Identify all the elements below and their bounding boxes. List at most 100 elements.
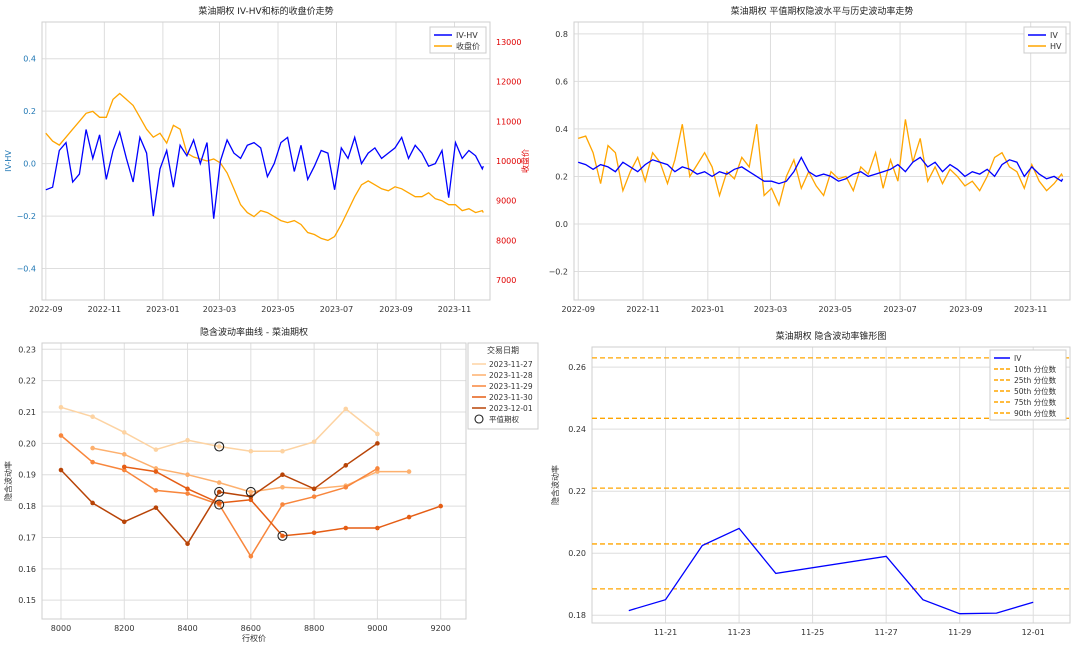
- legend-box: [989, 349, 1067, 421]
- iv-cone-svg: 11-21 11-23 11-25 11-27 11-29 12-01 0.26 0.24 0.…: [550, 330, 1071, 637]
- iv-curve-point: [248, 448, 254, 454]
- y-tick-label: 0.21: [18, 408, 36, 417]
- x-tick-label: 9000: [367, 624, 387, 633]
- iv-curve-point: [185, 472, 190, 478]
- y-right-tick-label: 13000: [496, 38, 521, 47]
- iv-curve-point: [343, 406, 349, 412]
- x-tick-label: 2023-03: [203, 305, 236, 314]
- iv-curve-point: [90, 459, 95, 465]
- y-tick-label: 0.20: [568, 549, 586, 558]
- x-tick-label: 2022-09: [29, 305, 62, 314]
- iv-curve-point: [311, 439, 317, 445]
- atm-option-marker: [214, 499, 225, 510]
- x-tick-label: 2022-09: [562, 305, 595, 314]
- chart-title: 菜油期权 平值期权隐波水平与历史波动率走势: [731, 5, 914, 17]
- x-tick-label: 11-29: [948, 628, 971, 637]
- iv-curve-point: [406, 469, 412, 474]
- legend-label: 平值期权: [489, 414, 519, 424]
- iv-curve-point: [406, 514, 412, 520]
- y-right-axis-label: 收盘价: [520, 149, 530, 173]
- iv-curve-point: [185, 491, 190, 496]
- y-tick-label: 0.18: [18, 502, 36, 511]
- y-tick-label: 0.2: [555, 172, 568, 181]
- y-tick-label: 0.18: [568, 611, 586, 620]
- x-tick-label: 2023-03: [754, 305, 787, 314]
- y-right-tick-label: 7000: [496, 276, 516, 285]
- x-tick-label: 11-25: [801, 628, 824, 637]
- atm-option-marker: [277, 530, 288, 541]
- iv-smile-curve-chart: 8000 8200 8400 8600 8800 9000 9200 0.23 0.22 0.21…: [0, 323, 540, 646]
- x-tick-label: 9200: [431, 624, 451, 633]
- x-tick-label: 2022-11: [88, 305, 121, 314]
- y-tick-label: 0.19: [18, 471, 36, 480]
- plot-frame: [591, 346, 1071, 624]
- iv-curve-point: [311, 530, 317, 536]
- iv-curve-point: [375, 525, 380, 531]
- iv-curve-point: [280, 533, 285, 539]
- legend-label: IV: [1014, 354, 1022, 363]
- iv-curve-point: [375, 441, 380, 446]
- iv-curve-point: [216, 444, 222, 449]
- y-tick-label: 0.16: [18, 565, 36, 574]
- x-tick-label: 11-27: [875, 628, 898, 637]
- x-tick-label: 2023-11: [438, 305, 471, 314]
- y-tick-label: 0.24: [568, 425, 586, 434]
- y-tick-label: 0.8: [555, 30, 568, 39]
- x-tick-label: 8000: [51, 624, 71, 633]
- iv-curve-point: [280, 484, 285, 490]
- x-tick-label: 2023-09: [949, 305, 982, 314]
- iv-curve-point: [58, 467, 64, 473]
- legend-label: IV: [1050, 31, 1058, 40]
- iv-curve-point: [153, 447, 159, 452]
- legend-box: [1023, 26, 1067, 54]
- x-tick-label: 8400: [177, 624, 197, 633]
- legend-label: HV: [1050, 42, 1062, 51]
- iv-curve-point: [216, 489, 222, 495]
- iv-curve-point: [90, 445, 95, 451]
- y-right-tick-label: 8000: [496, 236, 516, 245]
- iv-curve-point: [280, 448, 285, 454]
- iv-curve-point: [153, 505, 159, 510]
- y-tick-label: −0.2: [17, 212, 36, 221]
- y-right-tick-label: 10000: [496, 157, 521, 166]
- y-axis-label: 隐含波动率: [550, 465, 560, 505]
- y-tick-label: 0.0: [555, 220, 568, 229]
- iv-curve-point: [121, 452, 127, 457]
- legend-label: 25th 分位数: [1014, 375, 1057, 385]
- iv-curve-point: [121, 464, 127, 470]
- x-tick-label: 8600: [241, 624, 261, 633]
- legend-label: 2023-11-28: [489, 371, 533, 380]
- legend-label: 2023-12-01: [489, 404, 533, 413]
- iv-curve-point: [311, 494, 317, 499]
- hv-line: [578, 119, 1064, 207]
- x-tick-label: 2022-11: [626, 305, 659, 314]
- x-tick-label: 8200: [114, 624, 134, 633]
- iv-curve-point: [280, 502, 285, 507]
- iv-curve-point: [375, 466, 380, 471]
- legend-label: 2023-11-30: [489, 393, 533, 402]
- y-right-tick-label: 11000: [496, 117, 521, 126]
- iv-curve-point: [121, 430, 127, 435]
- legend-label: 2023-11-27: [489, 360, 533, 369]
- y-right-tick-label: 9000: [496, 197, 516, 206]
- iv-curve-point: [216, 500, 222, 506]
- iv-hv-close-price-chart: 2022-09 2022-11 2023-01 2023-03 2023-05 2023-…: [0, 0, 540, 323]
- y-tick-label: 0.6: [555, 77, 568, 86]
- iv-hv-close-price-svg: 2022-09 2022-11 2023-01 2023-03 2023-05 2023-…: [4, 5, 530, 314]
- iv-curve-point: [185, 541, 190, 547]
- iv-curve-point: [121, 519, 127, 525]
- iv-hv-line: [45, 129, 484, 219]
- iv-curve-point: [343, 525, 349, 531]
- iv-curve-point: [185, 437, 190, 443]
- y-tick-label: 0.22: [18, 377, 36, 386]
- x-tick-label: 2023-09: [379, 305, 412, 314]
- iv-cone-chart: 11-21 11-23 11-25 11-27 11-29 12-01 0.26 0.24 0.…: [540, 323, 1080, 646]
- iv-curve-point: [90, 414, 95, 420]
- legend-swatch-atm: [474, 414, 484, 424]
- y-tick-label: 0.23: [18, 345, 36, 354]
- atm-iv-hv-trend-svg: 2022-09 2022-11 2023-01 2023-03 2023-05 2023-…: [549, 5, 1071, 314]
- legend-label: 50th 分位数: [1014, 386, 1057, 396]
- y-tick-label: 0.20: [18, 439, 36, 448]
- iv-curve-point: [58, 404, 64, 410]
- y-tick-label: 0.17: [18, 533, 36, 542]
